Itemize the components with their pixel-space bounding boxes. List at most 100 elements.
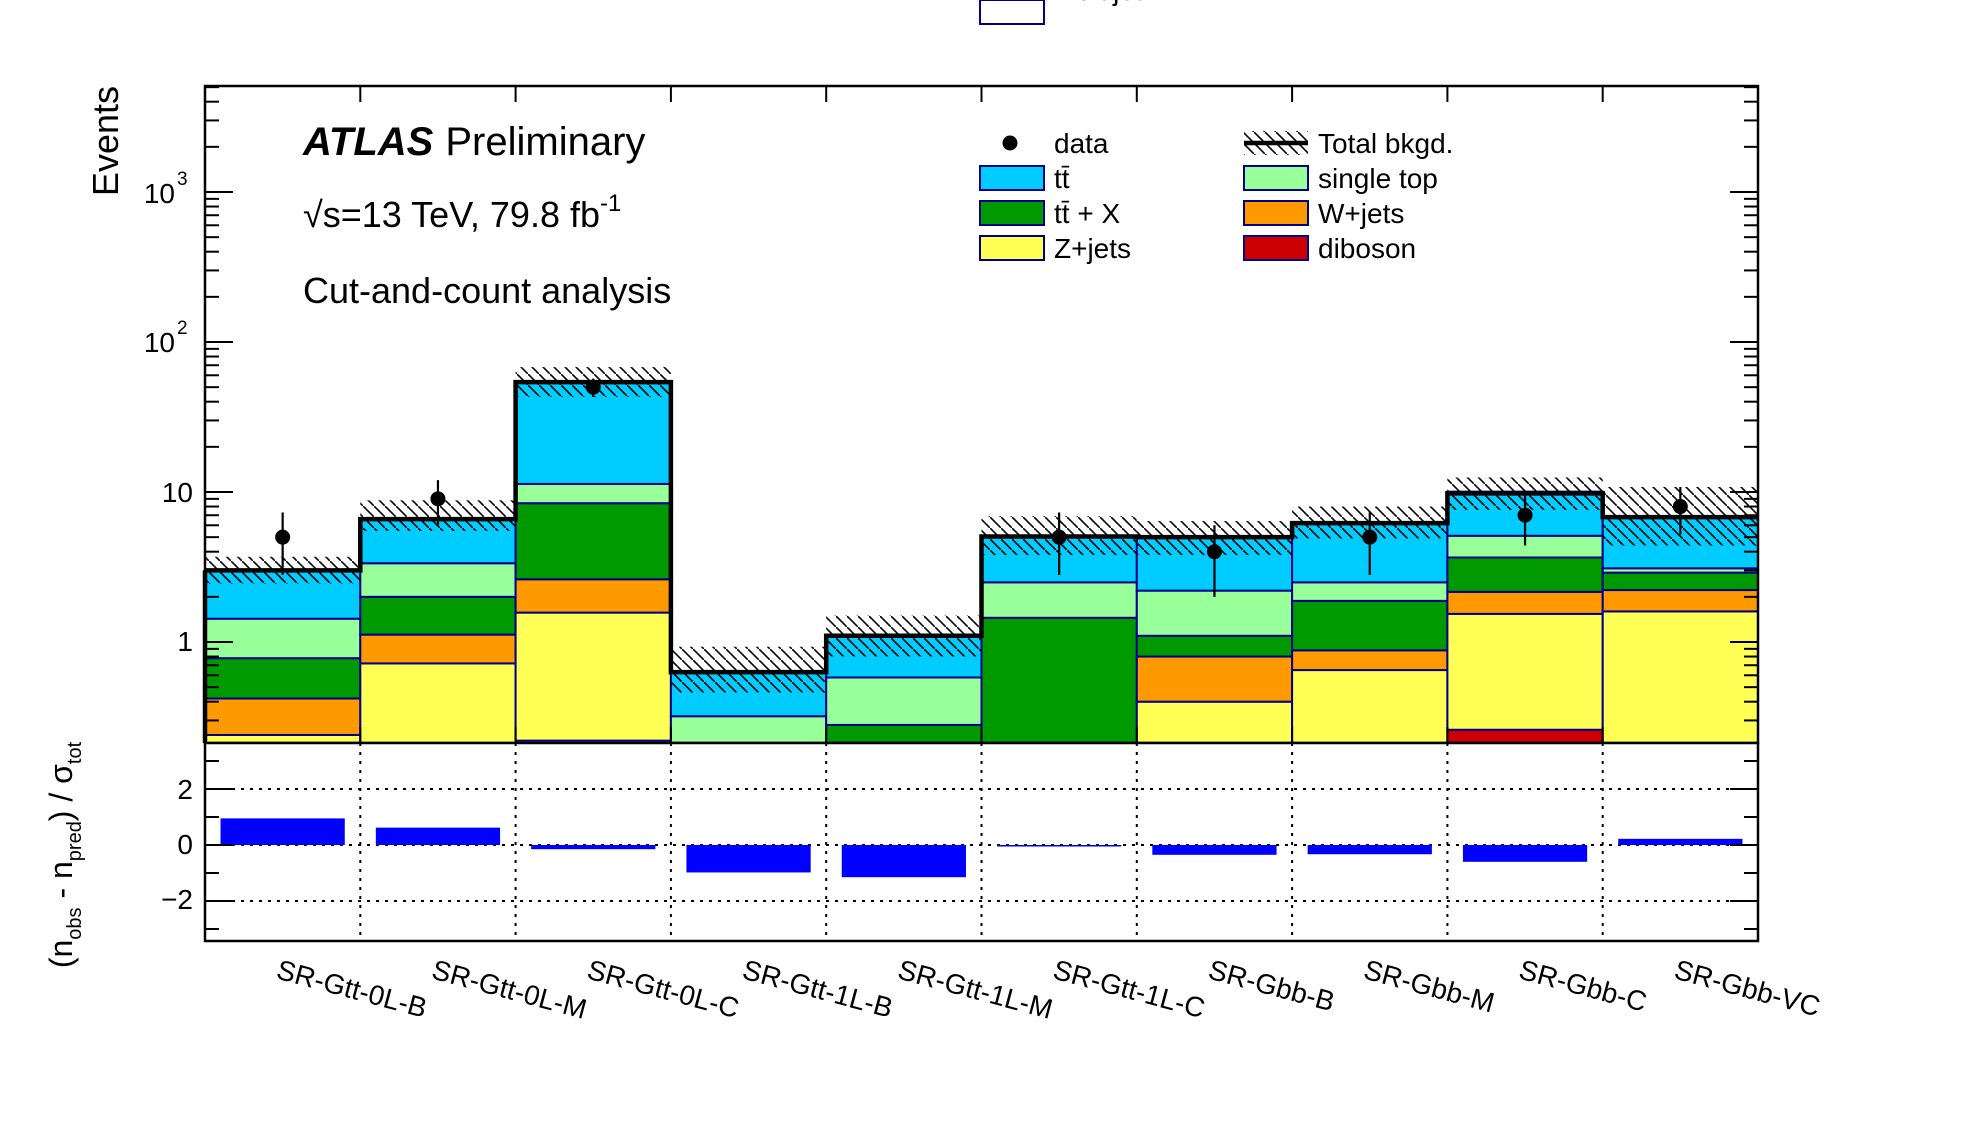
ratio-panel-border xyxy=(203,741,1760,943)
y-tick-label-1000-exp: 3 xyxy=(177,169,188,190)
significance-bar-6 xyxy=(997,845,1122,847)
bar-z-jets-3 xyxy=(514,611,672,742)
legend-swatch-tt xyxy=(979,165,1045,191)
ratio-tick-label-minus2: −2 xyxy=(161,884,193,915)
y-tick-label-1: 1 xyxy=(177,626,193,657)
bar-tt-x-1 xyxy=(204,657,362,700)
bar-w-jets-3 xyxy=(514,578,672,614)
legend-swatch-w-jets xyxy=(1243,200,1309,226)
significance-bar-1 xyxy=(220,818,345,845)
legend-swatch-diboson xyxy=(1243,235,1309,261)
bar-single-top-5 xyxy=(825,676,983,726)
bar-tt-3 xyxy=(514,381,672,485)
main-x-ticks xyxy=(359,86,1604,743)
energy-luminosity-text: √s=13 TeV, 79.8 fb xyxy=(303,194,600,235)
significance-bar-5 xyxy=(841,845,966,878)
bar-w-jets-8 xyxy=(1291,649,1449,672)
legend-entry-diboson: diboson xyxy=(1243,233,1416,264)
data-points xyxy=(275,378,1688,597)
ratio-tick-label-0: 0 xyxy=(177,829,193,860)
legend-label-single-top: single top xyxy=(1318,163,1438,194)
significance-bars xyxy=(220,818,1743,878)
category-label-sr-gbb-c: SR-Gbb-C xyxy=(1516,954,1650,1018)
category-label-sr-gtt-1l-b: SR-Gtt-1L-B xyxy=(739,954,896,1024)
data-point-2 xyxy=(430,491,446,507)
legend-label-multijet: Multijet xyxy=(1054,0,1143,6)
bar-single-top-4 xyxy=(669,715,828,744)
ratio-y-ticks xyxy=(205,760,1758,930)
legend-swatch-z-jets xyxy=(979,235,1045,261)
bar-z-jets-10 xyxy=(1601,610,1759,745)
category-label-sr-gtt-1l-m: SR-Gtt-1L-M xyxy=(895,954,1056,1025)
legend-entry-tt: tt̄ xyxy=(979,163,1070,194)
data-point-10 xyxy=(1672,499,1688,515)
bar-single-top-8 xyxy=(1291,581,1449,602)
atlas-label: ATLAS Preliminary xyxy=(302,120,645,164)
legend-entry-z-jets: Z+jets xyxy=(979,233,1131,264)
legend-label-diboson: diboson xyxy=(1318,233,1416,264)
category-label-sr-gbb-m: SR-Gbb-M xyxy=(1361,954,1498,1019)
legend-label-tt-x: tt̄ + X xyxy=(1054,198,1120,229)
bar-tt-x-9 xyxy=(1446,556,1604,593)
legend-entry-multijet: Multijet xyxy=(979,0,1143,25)
bar-z-jets-8 xyxy=(1291,669,1449,744)
significance-bar-4 xyxy=(686,845,811,873)
category-label-sr-gtt-0l-c: SR-Gtt-0L-C xyxy=(584,954,742,1024)
significance-bar-7 xyxy=(1152,845,1277,855)
bar-tt-x-8 xyxy=(1291,599,1449,652)
category-label-sr-gbb-vc: SR-Gbb-VC xyxy=(1671,954,1823,1023)
bar-tt-x-5 xyxy=(825,723,983,744)
significance-bar-3 xyxy=(531,845,656,850)
category-label-sr-gtt-1l-c: SR-Gtt-1L-C xyxy=(1050,954,1208,1024)
data-point-7 xyxy=(1206,544,1222,560)
legend-label-z-jets: Z+jets xyxy=(1054,233,1131,264)
bar-tt-x-10 xyxy=(1601,571,1759,592)
bar-tt-x-2 xyxy=(359,595,517,636)
data-point-3 xyxy=(585,379,601,395)
bar-tt-x-3 xyxy=(514,502,672,581)
significance-bar-8 xyxy=(1307,845,1432,855)
legend-marker-data xyxy=(1002,135,1018,151)
legend-label-tt: tt̄ xyxy=(1054,163,1070,194)
bar-z-jets-9 xyxy=(1446,612,1604,731)
y-tick-label-10: 10 xyxy=(162,477,193,508)
bar-single-top-6 xyxy=(980,581,1138,619)
bar-w-jets-2 xyxy=(359,633,517,665)
ratio-tick-label-2: 2 xyxy=(177,774,193,805)
bar-w-jets-9 xyxy=(1446,590,1604,615)
legend-entry-total-bkgd: Total bkgd. xyxy=(1244,128,1453,159)
bar-single-top-1 xyxy=(204,617,362,660)
data-point-6 xyxy=(1051,529,1067,545)
bar-z-jets-2 xyxy=(359,662,517,745)
significance-bar-2 xyxy=(375,827,501,845)
y-tick-label-100-exp: 2 xyxy=(177,318,188,339)
legend-entry-data: data xyxy=(1002,128,1109,159)
bar-w-jets-1 xyxy=(204,697,362,736)
bar-single-top-3 xyxy=(514,482,672,505)
legend-entry-single-top: single top xyxy=(1243,163,1438,194)
legend: data Total bkgd. tt̄ single top tt̄ + X W+jet… xyxy=(979,0,1453,264)
legend-swatch-multijet xyxy=(979,0,1045,25)
bar-single-top-7 xyxy=(1135,589,1294,637)
bar-tt-x-6 xyxy=(980,616,1138,744)
category-label-sr-gbb-b: SR-Gbb-B xyxy=(1205,954,1338,1017)
bar-w-jets-7 xyxy=(1135,655,1294,703)
atlas-status: Preliminary xyxy=(445,120,645,164)
luminosity-exponent: -1 xyxy=(600,190,621,217)
main-y-ticks xyxy=(205,86,1758,722)
legend-label-w-jets: W+jets xyxy=(1318,198,1404,229)
legend-label-total-bkgd: Total bkgd. xyxy=(1318,128,1453,159)
data-point-8 xyxy=(1362,529,1378,545)
total-bkgd-band-4 xyxy=(670,646,827,693)
ratio-y-axis-label: (nobs - npred) / σtot xyxy=(43,741,86,968)
energy-luminosity-label: √s=13 TeV, 79.8 fb-1 xyxy=(303,190,621,235)
atlas-experiment: ATLAS xyxy=(302,120,434,164)
total-bkgd-line xyxy=(205,379,1758,675)
significance-bar-10 xyxy=(1618,838,1743,845)
legend-entry-tt-x: tt̄ + X xyxy=(979,198,1120,229)
legend-entry-w-jets: W+jets xyxy=(1243,198,1404,229)
analysis-label: Cut-and-count analysis xyxy=(303,270,671,311)
bar-w-jets-10 xyxy=(1601,589,1759,613)
category-label-sr-gtt-0l-m: SR-Gtt-0L-M xyxy=(429,954,590,1025)
legend-label-data: data xyxy=(1054,128,1109,159)
